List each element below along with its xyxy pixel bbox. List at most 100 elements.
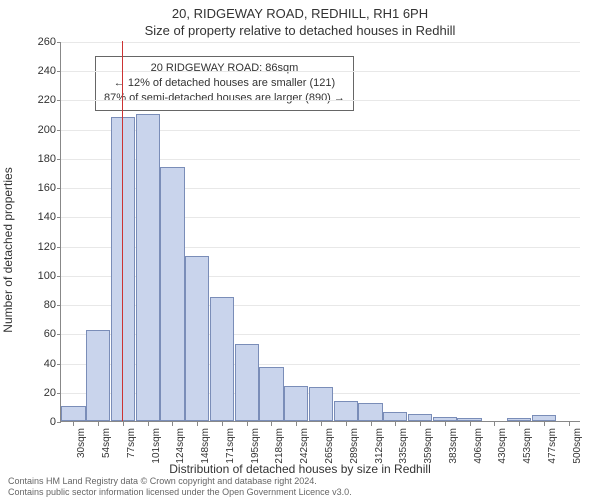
ytick-label: 60 — [26, 328, 56, 340]
xtick-label: 195sqm — [250, 428, 261, 464]
y-axis-label: Number of detached properties — [1, 167, 15, 332]
xtick-mark — [197, 422, 198, 426]
histogram-bar — [358, 403, 382, 421]
gridline-h — [61, 71, 580, 72]
footer-line-1: Contains HM Land Registry data © Crown c… — [8, 476, 352, 487]
annotation-line-1: 20 RIDGEWAY ROAD: 86sqm — [104, 61, 345, 76]
xtick-label: 101sqm — [151, 428, 162, 464]
xtick-label: 477sqm — [547, 428, 558, 464]
xtick-mark — [420, 422, 421, 426]
ytick-mark — [57, 42, 61, 43]
xtick-label: 124sqm — [175, 428, 186, 464]
ytick-label: 20 — [26, 387, 56, 399]
histogram-bar — [507, 418, 531, 421]
ytick-mark — [57, 334, 61, 335]
xtick-mark — [271, 422, 272, 426]
xtick-label: 500sqm — [572, 428, 583, 464]
xtick-mark — [519, 422, 520, 426]
xtick-mark — [445, 422, 446, 426]
ytick-label: 260 — [26, 36, 56, 48]
xtick-label: 289sqm — [349, 428, 360, 464]
xtick-label: 242sqm — [299, 428, 310, 464]
annotation-box: 20 RIDGEWAY ROAD: 86sqm ← 12% of detache… — [95, 56, 354, 111]
footer-line-2: Contains public sector information licen… — [8, 487, 352, 498]
xtick-label: 54sqm — [101, 428, 112, 458]
histogram-bar — [111, 117, 135, 421]
ytick-mark — [57, 130, 61, 131]
xtick-label: 77sqm — [126, 428, 137, 458]
xtick-mark — [296, 422, 297, 426]
histogram-bar — [532, 415, 556, 421]
gridline-h — [61, 100, 580, 101]
ytick-label: 160 — [26, 182, 56, 194]
xtick-label: 312sqm — [374, 428, 385, 464]
xtick-label: 171sqm — [225, 428, 236, 464]
histogram-bar — [334, 401, 358, 421]
xtick-mark — [395, 422, 396, 426]
xtick-label: 265sqm — [324, 428, 335, 464]
histogram-bar — [86, 330, 110, 421]
histogram-bar — [457, 418, 481, 421]
ytick-label: 220 — [26, 94, 56, 106]
xtick-label: 148sqm — [200, 428, 211, 464]
histogram-bar — [235, 344, 259, 421]
annotation-line-2: ← 12% of detached houses are smaller (12… — [104, 76, 345, 91]
histogram-bar — [61, 406, 85, 421]
xtick-label: 30sqm — [76, 428, 87, 458]
xtick-mark — [148, 422, 149, 426]
histogram-chart: 20 RIDGEWAY ROAD: 86sqm ← 12% of detache… — [60, 42, 580, 422]
xtick-mark — [544, 422, 545, 426]
ytick-mark — [57, 364, 61, 365]
histogram-bar — [160, 167, 184, 421]
ytick-label: 180 — [26, 153, 56, 165]
xtick-mark — [247, 422, 248, 426]
page-title-primary: 20, RIDGEWAY ROAD, REDHILL, RH1 6PH — [0, 0, 600, 21]
ytick-mark — [57, 393, 61, 394]
xtick-mark — [569, 422, 570, 426]
xtick-label: 335sqm — [398, 428, 409, 464]
histogram-bar — [185, 256, 209, 421]
gridline-h — [61, 42, 580, 43]
xtick-mark — [494, 422, 495, 426]
ytick-mark — [57, 305, 61, 306]
xtick-mark — [470, 422, 471, 426]
histogram-bar — [136, 114, 160, 421]
page-title-secondary: Size of property relative to detached ho… — [0, 21, 600, 38]
xtick-mark — [123, 422, 124, 426]
histogram-bar — [284, 386, 308, 421]
ytick-mark — [57, 247, 61, 248]
footer-attribution: Contains HM Land Registry data © Crown c… — [8, 476, 352, 499]
xtick-mark — [371, 422, 372, 426]
histogram-bar — [309, 387, 333, 421]
ytick-mark — [57, 422, 61, 423]
ytick-label: 120 — [26, 241, 56, 253]
ytick-mark — [57, 276, 61, 277]
ytick-mark — [57, 159, 61, 160]
x-axis-label: Distribution of detached houses by size … — [0, 462, 600, 476]
ytick-mark — [57, 71, 61, 72]
annotation-line-3: 87% of semi-detached houses are larger (… — [104, 91, 345, 106]
xtick-mark — [98, 422, 99, 426]
histogram-bar — [210, 297, 234, 421]
xtick-mark — [222, 422, 223, 426]
ytick-label: 40 — [26, 358, 56, 370]
ytick-label: 100 — [26, 270, 56, 282]
histogram-bar — [408, 414, 432, 421]
xtick-mark — [172, 422, 173, 426]
ytick-label: 140 — [26, 211, 56, 223]
xtick-label: 218sqm — [274, 428, 285, 464]
ytick-mark — [57, 188, 61, 189]
xtick-label: 453sqm — [522, 428, 533, 464]
xtick-label: 359sqm — [423, 428, 434, 464]
xtick-label: 383sqm — [448, 428, 459, 464]
xtick-mark — [73, 422, 74, 426]
xtick-mark — [321, 422, 322, 426]
ytick-label: 240 — [26, 65, 56, 77]
histogram-bar — [383, 412, 407, 421]
ytick-label: 80 — [26, 299, 56, 311]
property-marker-line — [122, 41, 123, 421]
xtick-label: 430sqm — [497, 428, 508, 464]
histogram-bar — [259, 367, 283, 421]
ytick-mark — [57, 217, 61, 218]
ytick-label: 200 — [26, 124, 56, 136]
